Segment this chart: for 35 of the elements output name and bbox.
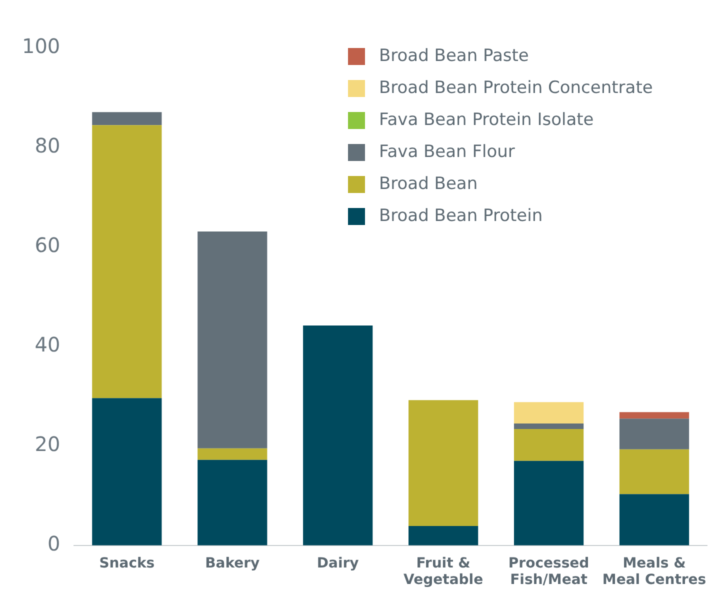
bar — [198, 232, 268, 448]
x-tick-label: Meals & Meal Centres — [602, 555, 706, 588]
bar — [619, 418, 690, 450]
bar — [92, 112, 162, 126]
legend-label: Fava Bean Protein Isolate — [379, 110, 594, 130]
x-tick-label: Bakery — [205, 555, 260, 572]
y-tick-label: 60 — [34, 233, 60, 258]
x-tick-label: Dairy — [316, 555, 359, 572]
legend-label: Broad Bean Paste — [379, 46, 529, 66]
bar — [619, 412, 690, 419]
bar — [408, 400, 478, 526]
bar — [198, 460, 268, 546]
bar — [619, 449, 690, 494]
bar — [92, 398, 162, 546]
y-tick-label: 40 — [34, 332, 60, 357]
bar — [514, 424, 584, 430]
x-tick-label: Snacks — [99, 555, 155, 572]
legend-label: Broad Bean — [379, 174, 478, 194]
y-tick-label: 0 — [47, 532, 60, 556]
y-tick-label: 20 — [34, 432, 60, 456]
legend-label: Broad Bean Protein — [379, 206, 543, 226]
bar — [408, 526, 478, 546]
x-tick-label: Processed Fish/Meat — [508, 555, 590, 588]
bar — [198, 448, 268, 460]
y-tick-label: 80 — [34, 134, 60, 158]
legend-label: Fava Bean Flour — [379, 142, 515, 162]
bar — [514, 460, 584, 546]
bar — [619, 494, 690, 546]
bar — [303, 326, 373, 546]
bar — [514, 429, 584, 461]
bar — [514, 402, 584, 424]
y-tick-label: 100 — [22, 34, 60, 58]
x-tick-label: Fruit & Vegetable — [404, 555, 484, 588]
bar — [92, 125, 162, 398]
legend-label: Broad Bean Protein Concentrate — [379, 78, 653, 98]
